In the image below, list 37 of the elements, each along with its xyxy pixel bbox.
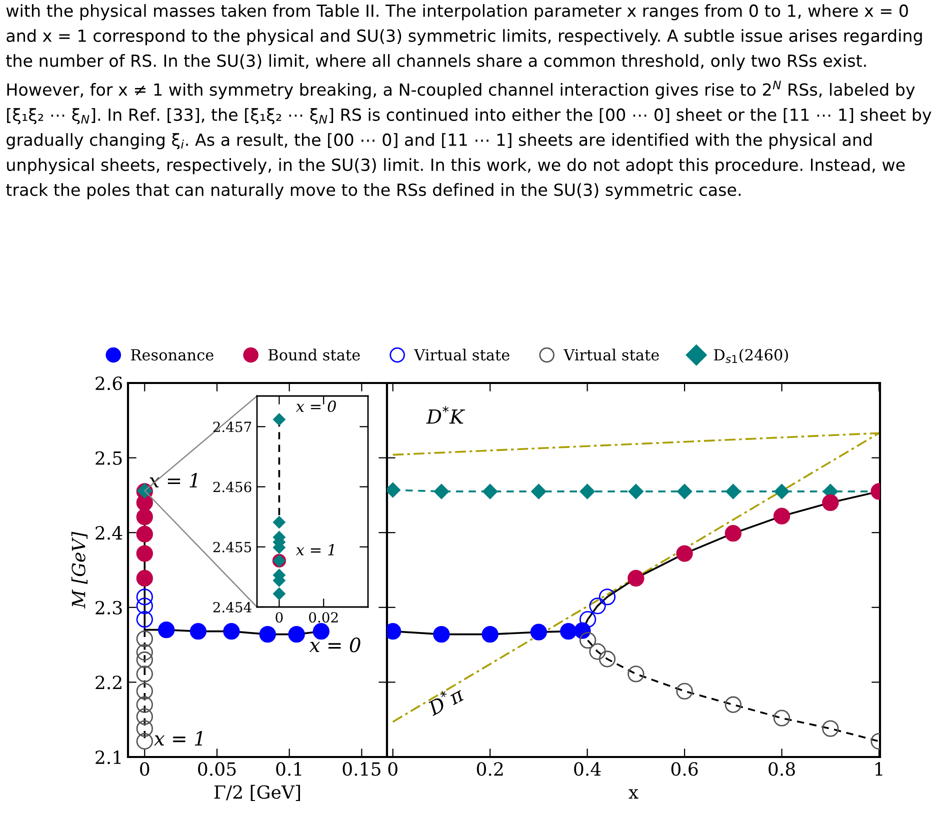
y-tick-label: 2.455 <box>213 542 252 552</box>
legend-label: Virtual state <box>563 348 659 361</box>
annotation: x = 1 <box>296 544 334 556</box>
y-tick-label: 2.3 <box>96 600 122 615</box>
x-tick-label: 0 <box>388 762 398 776</box>
y-tick-label: 2.6 <box>96 376 122 390</box>
y-tick-label: 2.1 <box>96 750 121 764</box>
annotation: x = 0 <box>309 638 360 652</box>
x-axis-title: x <box>628 789 638 799</box>
y-tick-label: 2.456 <box>213 482 252 492</box>
x-tick-label: 0.4 <box>574 762 601 776</box>
x-tick-label: 0.1 <box>276 762 302 776</box>
legend-label: D$_{s1}$(2460) <box>714 348 788 364</box>
x-tick-label: 0 <box>276 612 283 623</box>
y-tick-label: 2.2 <box>96 676 122 690</box>
annotation: D$^{*}$π <box>424 683 466 716</box>
x-tick-label: 0.02 <box>309 612 338 623</box>
x-tick-label: 0.8 <box>768 762 795 776</box>
x-axis-title: Γ/2 [GeV] <box>214 784 300 801</box>
y-tick-label: 2.4 <box>96 526 122 540</box>
x-tick-label: 0.2 <box>476 762 503 776</box>
legend-label: Bound state <box>268 348 360 361</box>
legend-label: Resonance <box>131 349 214 361</box>
legend-label: Virtual state <box>414 348 510 361</box>
y-tick-label: 2.454 <box>213 602 252 612</box>
text: with the physical masses taken from Table II. The interpolation parameter x ranges from 0 to 1, where x = 0 and x = 1 correspond to the physical and SU(3) symmetric limits, respectively. A subtle issue arises regarding the number of RS. In the SU(3) limit, where all channels share a common threshold, only two RSs exist. However, for x ≠ 1 with symmetry breaking, a N-coupled channel interaction gives rise to 2$^{N}$ RSs, labeled by [ξ₁ξ₂ ⋯ ξ$_{N}$]. In Ref. [33], the [ξ₁ξ₂ ⋯ ξ$_{N}$] RS is continued into either the [00 ⋯ 0] sheet or the [11 ⋯ 1] sheet by gradually changing ξ$_{i}$. As a result, the [00 ⋯ 0] and [11 ⋯ 1] sheets are identified with the physical and unphysical sheets, respectively, in the SU(3) limit. In this work, we do not adopt this procedure. Instead, we track the poles that can naturally move to the RSs defined in the SU(3) symmetric case. <box>6 4 932 200</box>
x-tick-label: 0 <box>140 762 150 776</box>
x-tick-label: 0.15 <box>342 762 380 776</box>
annotation: x = 1 <box>154 731 202 746</box>
x-tick-label: 0.05 <box>198 762 236 776</box>
y-axis-title: M [GeV] <box>71 532 88 609</box>
annotation: D$^{*}$K <box>426 406 466 424</box>
y-tick-label: 2.5 <box>96 451 122 465</box>
x-tick-label: 1 <box>875 762 882 776</box>
y-tick-label: 2.457 <box>213 422 252 432</box>
annotation: x = 0 <box>296 400 336 412</box>
x-tick-label: 0.6 <box>671 762 698 776</box>
